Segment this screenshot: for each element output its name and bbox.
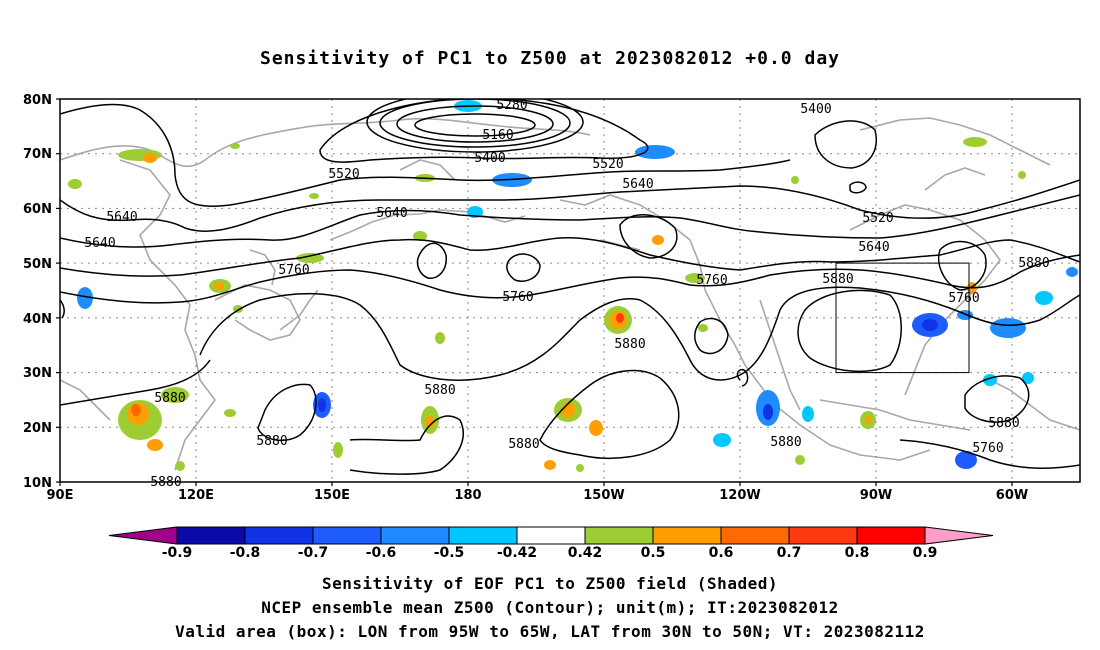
contour-label: 5880 — [508, 437, 539, 452]
chart-title: Sensitivity of PC1 to Z500 at 2023082012… — [259, 48, 840, 69]
colorbar-label: 0.6 — [709, 545, 734, 561]
colorbar — [108, 526, 994, 545]
valid-area-box — [835, 262, 970, 374]
longitude-labels: 90E 120E 150E 180 150W 120W 90W 60W — [47, 488, 1029, 503]
lat-label: 70N — [23, 147, 52, 162]
colorbar-label: 0.7 — [777, 545, 802, 561]
sensitivity-shading — [68, 100, 1078, 472]
latitude-labels: 80N 70N 60N 50N 40N 30N 20N 10N — [23, 93, 52, 491]
colorbar-label: 0.9 — [913, 545, 938, 561]
lon-label: 120W — [719, 488, 760, 503]
colorbar-segment — [584, 526, 654, 545]
colorbar-label: -0.8 — [230, 545, 261, 561]
contour-label: 5400 — [800, 102, 831, 117]
axis-ticks — [56, 98, 1013, 486]
lon-label: 120E — [178, 488, 214, 503]
colorbar-label: -0.7 — [298, 545, 329, 561]
contour-label: 5880 — [614, 337, 645, 352]
contour-label: 5760 — [972, 441, 1003, 456]
colorbar-segment — [244, 526, 314, 545]
contour-label: 5640 — [376, 206, 407, 221]
contour-label: 5160 — [482, 128, 513, 143]
lon-label: 60W — [996, 488, 1028, 503]
colorbar-segment — [380, 526, 450, 545]
lon-label: 150W — [583, 488, 624, 503]
contour-label: 5400 — [474, 151, 505, 166]
lat-label: 40N — [23, 312, 52, 327]
lon-label: 150E — [314, 488, 350, 503]
contour-label: 5640 — [622, 177, 653, 192]
contour-label: 5760 — [502, 290, 533, 305]
colorbar-segment — [788, 526, 858, 545]
colorbar-labels: -0.9 -0.8 -0.7 -0.6 -0.5 -0.42 0.42 0.5 … — [162, 545, 938, 561]
colorbar-segment — [856, 526, 926, 545]
graticule — [60, 99, 1080, 482]
contour-label: 5760 — [696, 273, 727, 288]
colorbar-right-arrow — [924, 526, 994, 545]
colorbar-label: 0.5 — [641, 545, 666, 561]
colorbar-segment — [448, 526, 518, 545]
contour-label: 5880 — [256, 434, 287, 449]
contour-label: 5880 — [154, 391, 185, 406]
contour-label: 5760 — [948, 291, 979, 306]
contour-label: 5520 — [328, 167, 359, 182]
contour-label: 5640 — [858, 240, 889, 255]
colorbar-segment — [652, 526, 722, 545]
colorbar-label: 0.8 — [845, 545, 870, 561]
colorbar-left-arrow — [108, 526, 178, 545]
contour-label: 5520 — [862, 211, 893, 226]
lon-label: 90W — [860, 488, 892, 503]
contour-label: 5880 — [988, 416, 1019, 431]
contour-label: 5760 — [278, 263, 309, 278]
colorbar-segment — [176, 526, 246, 545]
contour-label: 5640 — [106, 210, 137, 225]
contour-label: 5280 — [496, 98, 527, 113]
lon-label: 180 — [454, 488, 481, 503]
lon-label: 90E — [47, 488, 74, 503]
colorbar-label: -0.9 — [162, 545, 193, 561]
caption-valid-area: Valid area (box): LON from 95W to 65W, L… — [175, 622, 925, 641]
contour-label: 5880 — [770, 435, 801, 450]
colorbar-label: -0.5 — [434, 545, 465, 561]
contour-label: 5880 — [1018, 256, 1049, 271]
lat-label: 50N — [23, 257, 52, 272]
caption-shading: Sensitivity of EOF PC1 to Z500 field (Sh… — [322, 574, 778, 593]
lat-label: 10N — [23, 476, 52, 491]
lat-label: 20N — [23, 421, 52, 436]
colorbar-label: -0.42 — [497, 545, 537, 561]
contour-label: 5520 — [592, 157, 623, 172]
contour-label: 5880 — [424, 383, 455, 398]
contour-label: 5640 — [84, 236, 115, 251]
lat-label: 60N — [23, 202, 52, 217]
lat-label: 30N — [23, 366, 52, 381]
colorbar-label: 0.42 — [568, 545, 603, 561]
colorbar-segment — [312, 526, 382, 545]
lat-label: 80N — [23, 93, 52, 108]
colorbar-label: -0.6 — [366, 545, 397, 561]
map-frame — [59, 98, 1081, 483]
contour-label: 5880 — [822, 272, 853, 287]
colorbar-segment — [720, 526, 790, 545]
caption-contour: NCEP ensemble mean Z500 (Contour); unit(… — [261, 598, 839, 617]
z500-contours — [60, 99, 1080, 475]
colorbar-segment — [516, 526, 586, 545]
